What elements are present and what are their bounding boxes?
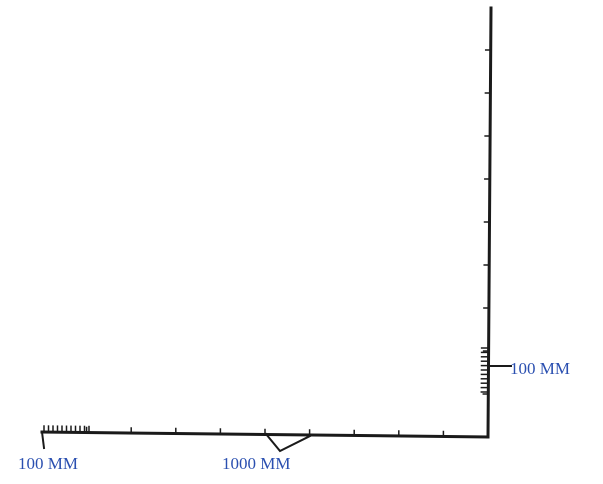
horizontal-1000mm-label: 1000 MM	[222, 454, 291, 473]
horizontal-100mm-label: 100 MM	[18, 454, 78, 473]
vertical-fine-ticks	[480, 347, 490, 393]
vertical-major-ticks	[482, 49, 492, 395]
horizontal-fine-ticks	[43, 425, 90, 434]
large-scale-pointer	[264, 432, 312, 453]
vertical-100mm-label: 100 MM	[510, 359, 570, 378]
ruler-corner-left-end	[40, 430, 46, 450]
horizontal-major-ticks	[85, 426, 445, 438]
